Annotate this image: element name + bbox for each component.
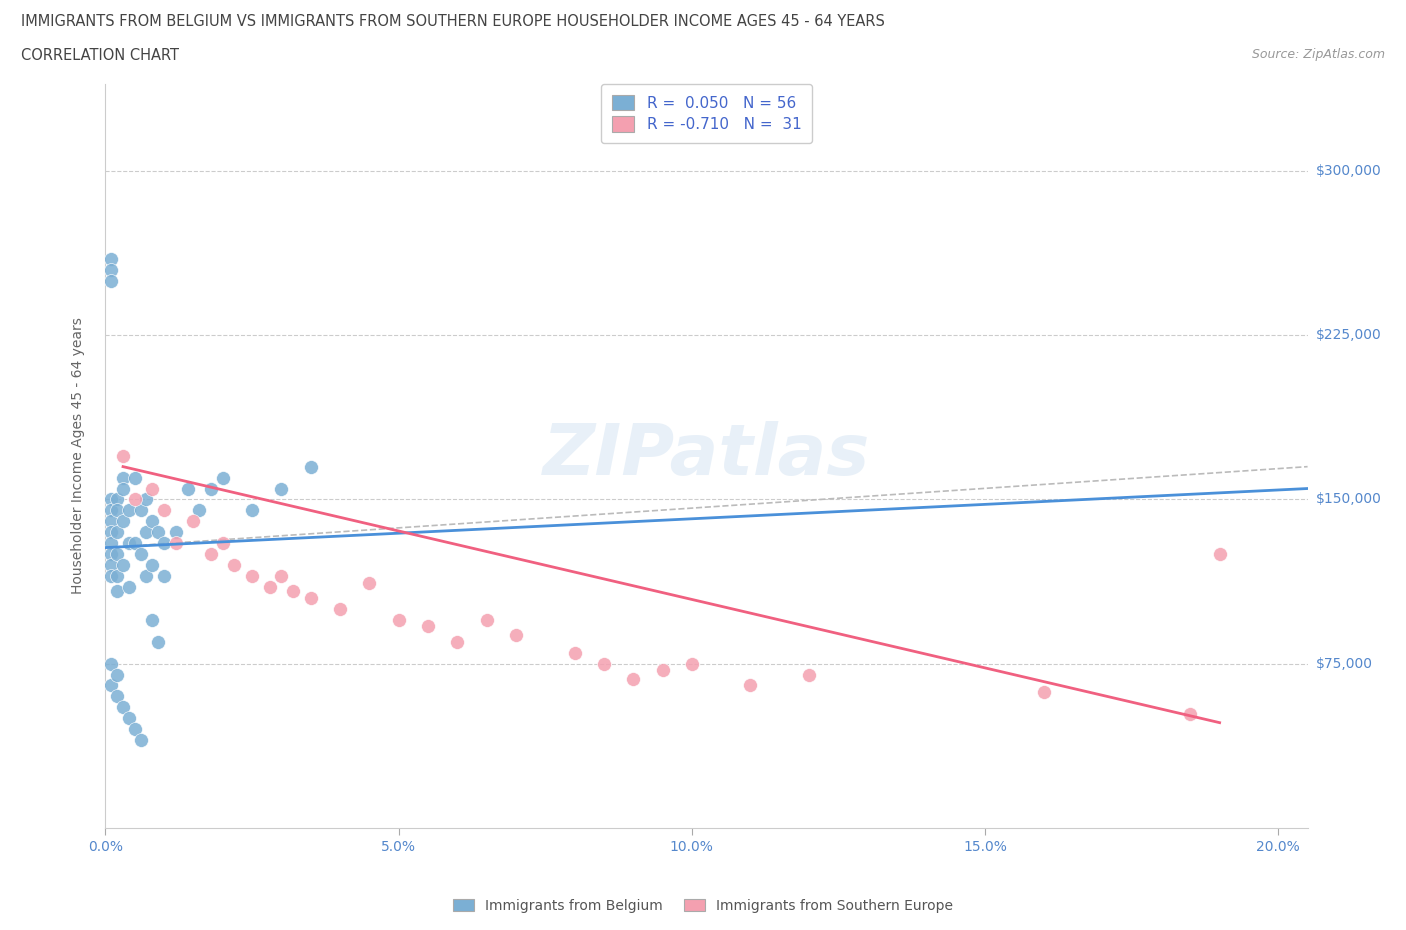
- Point: [188, 503, 211, 518]
- Point: [100, 657, 122, 671]
- Point: [259, 579, 281, 594]
- Point: [135, 568, 157, 583]
- Point: [112, 514, 135, 529]
- Text: $225,000: $225,000: [1316, 328, 1382, 342]
- Point: [200, 547, 222, 562]
- Point: [105, 584, 128, 599]
- Point: [240, 568, 263, 583]
- Point: [176, 481, 198, 496]
- Point: [446, 634, 468, 649]
- Point: [100, 525, 122, 539]
- Point: [240, 503, 263, 518]
- Point: [129, 733, 152, 748]
- Point: [651, 663, 673, 678]
- Point: [112, 481, 135, 496]
- Text: ZIPatlas: ZIPatlas: [543, 421, 870, 490]
- Point: [359, 575, 381, 590]
- Point: [153, 503, 176, 518]
- Point: [100, 262, 122, 277]
- Point: [129, 547, 152, 562]
- Point: [105, 492, 128, 507]
- Point: [100, 251, 122, 266]
- Point: [124, 536, 146, 551]
- Point: [564, 645, 586, 660]
- Point: [124, 722, 146, 737]
- Point: [100, 547, 122, 562]
- Point: [183, 514, 205, 529]
- Point: [135, 525, 157, 539]
- Point: [416, 619, 439, 634]
- Point: [797, 667, 820, 682]
- Point: [153, 536, 176, 551]
- Point: [740, 678, 762, 693]
- Point: [148, 525, 170, 539]
- Point: [141, 481, 163, 496]
- Point: [153, 568, 176, 583]
- Point: [118, 536, 141, 551]
- Point: [681, 657, 703, 671]
- Point: [112, 700, 135, 715]
- Point: [100, 678, 122, 693]
- Point: [165, 525, 187, 539]
- Point: [135, 492, 157, 507]
- Point: [100, 514, 122, 529]
- Point: [100, 558, 122, 573]
- Point: [270, 568, 292, 583]
- Point: [148, 634, 170, 649]
- Text: IMMIGRANTS FROM BELGIUM VS IMMIGRANTS FROM SOUTHERN EUROPE HOUSEHOLDER INCOME AG: IMMIGRANTS FROM BELGIUM VS IMMIGRANTS FR…: [21, 14, 884, 29]
- Text: Source: ZipAtlas.com: Source: ZipAtlas.com: [1251, 48, 1385, 61]
- Point: [299, 459, 322, 474]
- Point: [593, 657, 616, 671]
- Point: [281, 584, 304, 599]
- Point: [105, 525, 128, 539]
- Text: $300,000: $300,000: [1316, 165, 1382, 179]
- Point: [100, 503, 122, 518]
- Point: [141, 514, 163, 529]
- Point: [100, 568, 122, 583]
- Point: [118, 503, 141, 518]
- Point: [1208, 547, 1230, 562]
- Point: [165, 536, 187, 551]
- Point: [105, 667, 128, 682]
- Point: [129, 503, 152, 518]
- Text: $150,000: $150,000: [1316, 493, 1382, 507]
- Point: [329, 602, 352, 617]
- Point: [141, 558, 163, 573]
- Point: [100, 273, 122, 288]
- Point: [388, 612, 411, 627]
- Point: [118, 579, 141, 594]
- Point: [224, 558, 246, 573]
- Legend: Immigrants from Belgium, Immigrants from Southern Europe: Immigrants from Belgium, Immigrants from…: [447, 894, 959, 919]
- Y-axis label: Householder Income Ages 45 - 64 years: Householder Income Ages 45 - 64 years: [70, 317, 84, 594]
- Point: [299, 591, 322, 605]
- Point: [124, 492, 146, 507]
- Point: [105, 689, 128, 704]
- Point: [100, 492, 122, 507]
- Point: [112, 558, 135, 573]
- Text: CORRELATION CHART: CORRELATION CHART: [21, 48, 179, 63]
- Legend: R =  0.050   N = 56, R = -0.710   N =  31: R = 0.050 N = 56, R = -0.710 N = 31: [600, 84, 813, 142]
- Point: [475, 612, 498, 627]
- Text: $75,000: $75,000: [1316, 657, 1372, 671]
- Point: [105, 503, 128, 518]
- Point: [505, 628, 527, 643]
- Point: [105, 547, 128, 562]
- Point: [200, 481, 222, 496]
- Point: [621, 671, 644, 686]
- Point: [211, 536, 233, 551]
- Point: [211, 471, 233, 485]
- Point: [141, 612, 163, 627]
- Point: [1032, 684, 1054, 699]
- Point: [112, 471, 135, 485]
- Point: [1180, 707, 1202, 722]
- Point: [124, 471, 146, 485]
- Point: [105, 568, 128, 583]
- Point: [100, 536, 122, 551]
- Point: [118, 711, 141, 725]
- Point: [112, 448, 135, 463]
- Point: [270, 481, 292, 496]
